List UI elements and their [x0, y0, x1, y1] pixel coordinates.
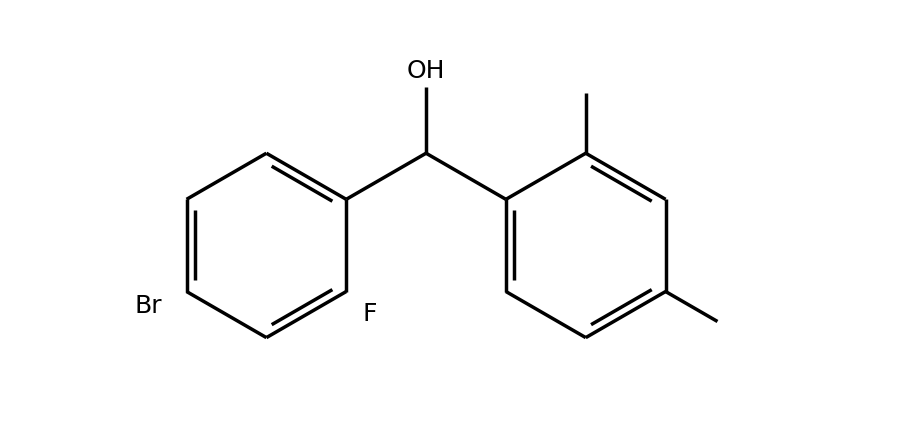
Text: F: F	[363, 301, 376, 325]
Text: OH: OH	[407, 58, 445, 82]
Text: Br: Br	[135, 294, 162, 318]
